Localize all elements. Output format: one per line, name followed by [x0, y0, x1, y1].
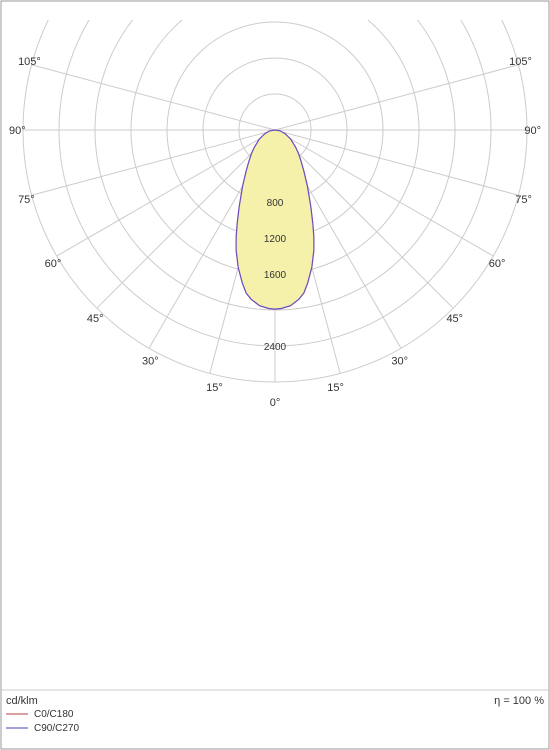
ring-label: 800 [267, 198, 284, 209]
angle-label: 60° [45, 258, 62, 270]
angle-label: 90° [524, 125, 541, 137]
ring-label: 1200 [264, 234, 287, 245]
polar-diagram: 800 1200 1600 2400 15° 15° 30° 30° 45° 45° 60° 60° 7… [0, 0, 550, 750]
angle-label: 75° [18, 194, 35, 206]
efficiency-label: η = 100 % [494, 695, 544, 707]
angle-label: 105° [18, 56, 41, 68]
legend-label: C0/C180 [34, 709, 74, 720]
angle-label: 15° [327, 382, 344, 394]
angle-label: 30° [142, 355, 159, 367]
angle-label: 15° [206, 382, 223, 394]
angle-label: 45° [446, 313, 463, 325]
ring-label: 2400 [264, 342, 287, 353]
angle-label: 60° [489, 258, 506, 270]
angle-label: 0° [270, 397, 281, 409]
angle-label: 105° [509, 56, 532, 68]
legend-label: C90/C270 [34, 723, 79, 734]
angle-label: 75° [515, 194, 532, 206]
angle-label: 90° [9, 125, 26, 137]
angle-label: 45° [87, 313, 104, 325]
angle-label: 30° [391, 355, 408, 367]
unit-label: cd/klm [6, 695, 38, 707]
ring-label: 1600 [264, 270, 287, 281]
